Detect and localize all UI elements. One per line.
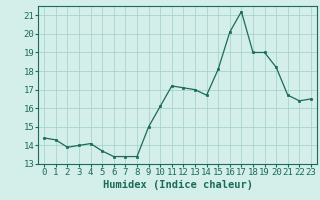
X-axis label: Humidex (Indice chaleur): Humidex (Indice chaleur) bbox=[103, 180, 252, 190]
